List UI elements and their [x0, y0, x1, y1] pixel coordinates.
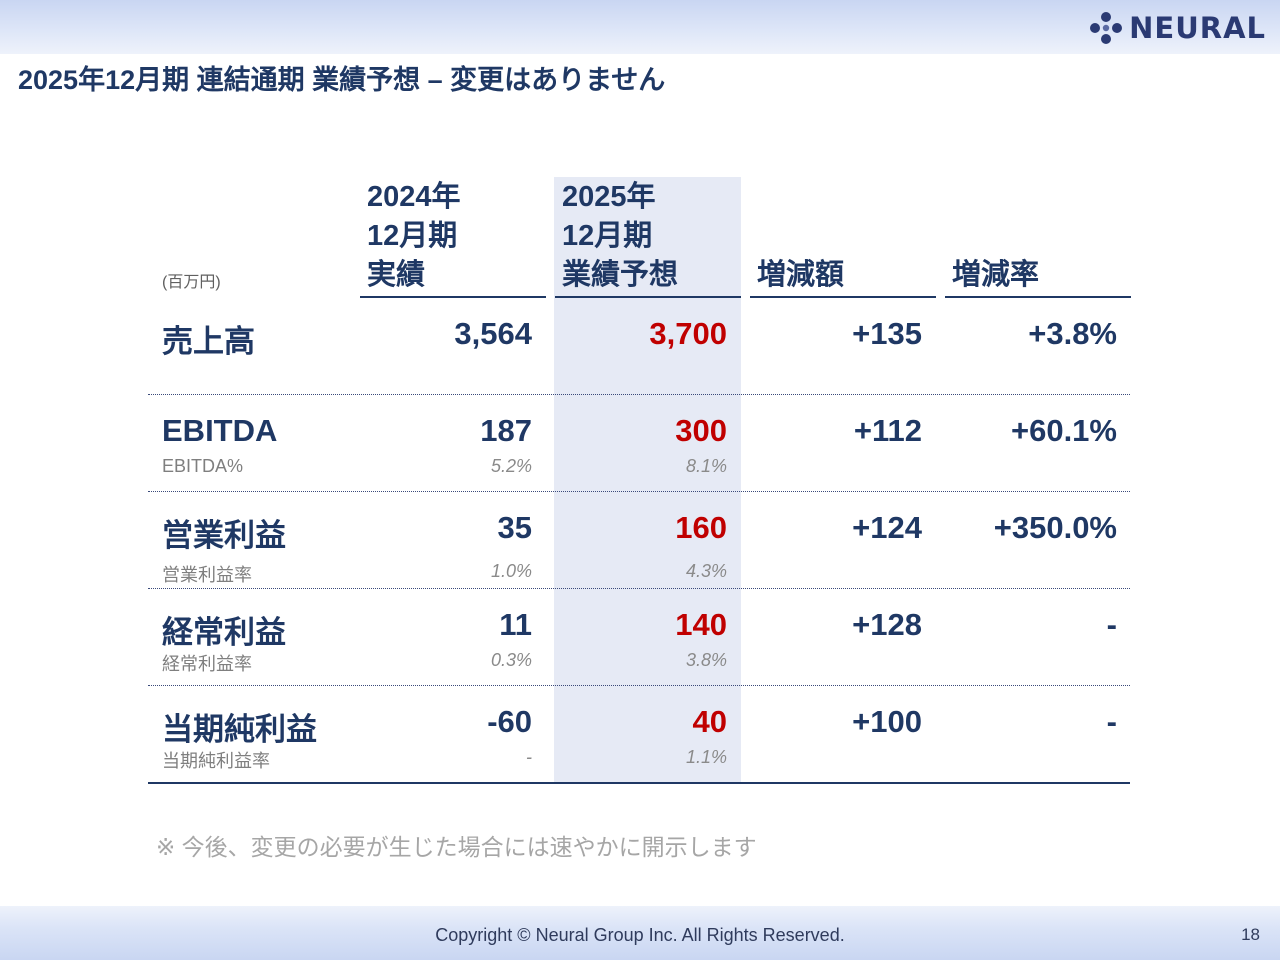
value-diff: +124 — [852, 510, 922, 545]
margin-forecast: 1.1% — [685, 747, 727, 767]
copyright-text: Copyright © Neural Group Inc. All Rights… — [435, 925, 845, 945]
slide-title: 2025年12月期 連結通期 業績予想 – 変更はありません — [18, 65, 666, 95]
margin-actual: 5.2% — [490, 456, 532, 476]
header-band — [0, 0, 1280, 54]
forecast-column-highlight — [554, 177, 741, 782]
value-forecast: 40 — [692, 704, 727, 739]
value-actual: 35 — [497, 510, 532, 545]
col-header-forecast-line1: 2025年 — [562, 181, 656, 213]
header-underline-diff — [750, 296, 936, 298]
col-header-actual-line3: 実績 — [367, 259, 426, 291]
col-header-actual-line1: 2024年 — [367, 181, 461, 213]
margin-actual: - — [526, 747, 532, 767]
margin-label: 経常利益率 — [162, 654, 252, 674]
margin-label: EBITDA% — [162, 456, 244, 476]
col-header-diff: 増減額 — [757, 259, 845, 291]
logo-text: NEURAL — [1129, 11, 1266, 45]
row-label: 売上高 — [162, 324, 255, 359]
col-header-forecast-line2: 12月期 — [562, 220, 653, 252]
col-header-rate: 増減率 — [952, 259, 1040, 291]
value-rate: +350.0% — [993, 510, 1117, 545]
header-underline-rate — [945, 296, 1131, 298]
row-divider — [148, 394, 1130, 395]
col-header-forecast-line3: 業績予想 — [562, 259, 679, 291]
row-label: 経常利益 — [162, 615, 286, 650]
margin-label: 営業利益率 — [162, 565, 252, 585]
value-actual: -60 — [487, 704, 532, 739]
unit-label: (百万円) — [162, 274, 221, 291]
value-diff: +112 — [853, 413, 922, 448]
col-header-actual: 2024年 12月期 実績 — [367, 178, 461, 295]
row-label: 当期純利益 — [162, 712, 317, 747]
value-rate: +3.8% — [1028, 316, 1117, 351]
row-divider — [148, 588, 1130, 589]
value-forecast: 3,700 — [649, 316, 727, 351]
disclosure-note: ※ 今後、変更の必要が生じた場合には速やかに開示します — [156, 834, 757, 860]
value-rate: - — [1106, 607, 1117, 642]
col-header-forecast: 2025年 12月期 業績予想 — [562, 178, 678, 295]
value-diff: +100 — [852, 704, 922, 739]
company-logo: NEURAL — [1089, 10, 1266, 46]
header-underline-forecast — [555, 296, 741, 298]
neural-logo-icon — [1090, 12, 1123, 44]
value-actual: 187 — [480, 413, 532, 448]
value-diff: +135 — [852, 316, 922, 351]
margin-label: 当期純利益率 — [162, 751, 270, 771]
margin-forecast: 3.8% — [685, 650, 727, 670]
row-label: 営業利益 — [162, 518, 286, 553]
table-bottom-border — [148, 782, 1130, 784]
page-number: 18 — [1241, 925, 1260, 944]
col-header-actual-line2: 12月期 — [367, 220, 458, 252]
row-label: EBITDA — [162, 413, 278, 448]
margin-forecast: 8.1% — [685, 456, 727, 476]
value-forecast: 300 — [675, 413, 727, 448]
footer-band — [0, 906, 1280, 960]
value-forecast: 140 — [675, 607, 727, 642]
row-divider — [148, 685, 1130, 686]
value-rate: - — [1106, 704, 1117, 739]
margin-actual: 0.3% — [490, 650, 532, 670]
value-actual: 11 — [499, 607, 532, 642]
header-underline-actual — [360, 296, 546, 298]
value-actual: 3,564 — [454, 316, 532, 351]
value-forecast: 160 — [675, 510, 727, 545]
value-diff: +128 — [852, 607, 922, 642]
margin-actual: 1.0% — [490, 561, 532, 581]
margin-forecast: 4.3% — [685, 561, 727, 581]
value-rate: +60.1% — [1010, 413, 1117, 448]
row-divider — [148, 491, 1130, 492]
